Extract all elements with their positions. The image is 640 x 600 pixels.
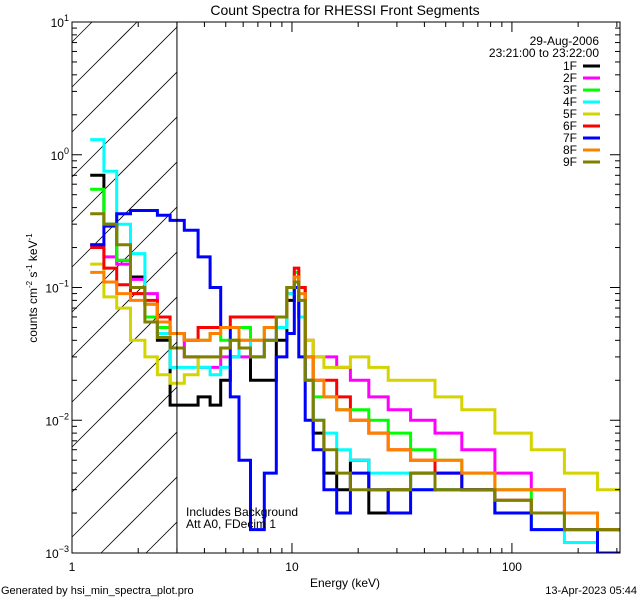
y-tick-label: 101 — [51, 13, 69, 30]
legend-label-1F: 1F — [563, 59, 577, 73]
chart-title: Count Spectra for RHESSI Front Segments — [210, 2, 479, 18]
hatch-line — [71, 21, 138, 88]
annotation-background: Includes Background — [186, 505, 298, 519]
hatch-line — [100, 476, 178, 554]
y-tick-label: 10−2 — [45, 411, 69, 428]
x-tick-label: 100 — [502, 560, 522, 574]
hatch-line — [71, 296, 178, 403]
date-label: 29-Aug-2006 — [530, 34, 600, 48]
x-tick-label: 1 — [69, 560, 76, 574]
y-tick-label: 100 — [51, 146, 69, 163]
legend-label-2F: 2F — [563, 71, 577, 85]
legend-label-5F: 5F — [563, 107, 577, 121]
legend-label-9F: 9F — [563, 155, 577, 169]
hatch-line — [71, 431, 178, 538]
legend-label-4F: 4F — [563, 95, 577, 109]
legend-label-6F: 6F — [563, 119, 577, 133]
hatch-line — [71, 341, 178, 448]
hatch-line — [71, 71, 178, 178]
legend-label-7F: 7F — [563, 131, 577, 145]
hatch-line — [145, 521, 178, 554]
hatch-line — [71, 251, 178, 358]
x-axis-label: Energy (keV) — [310, 576, 380, 590]
time-range-label: 23:21:00 to 23:22:00 — [489, 46, 599, 60]
hatch-line — [71, 116, 178, 223]
hatched-region — [71, 21, 178, 554]
y-axis-label: counts cm-2 s-1 keV-1 — [25, 233, 40, 343]
legend-label-8F: 8F — [563, 143, 577, 157]
hatch-line — [71, 21, 93, 43]
hatch-line — [71, 26, 178, 133]
series-9F — [90, 212, 620, 532]
y-tick-label: 10−1 — [45, 279, 69, 296]
hatch-line — [71, 386, 178, 493]
series-5F — [90, 262, 620, 492]
timestamp: 13-Apr-2023 05:44 — [545, 585, 637, 597]
legend-label-3F: 3F — [563, 83, 577, 97]
y-tick-label: 10−3 — [45, 544, 69, 561]
x-tick-label: 10 — [285, 560, 299, 574]
annotation-attenuator: Att A0, FDecim 1 — [186, 517, 276, 531]
generated-by: Generated by hsi_min_spectra_plot.pro — [1, 585, 194, 597]
